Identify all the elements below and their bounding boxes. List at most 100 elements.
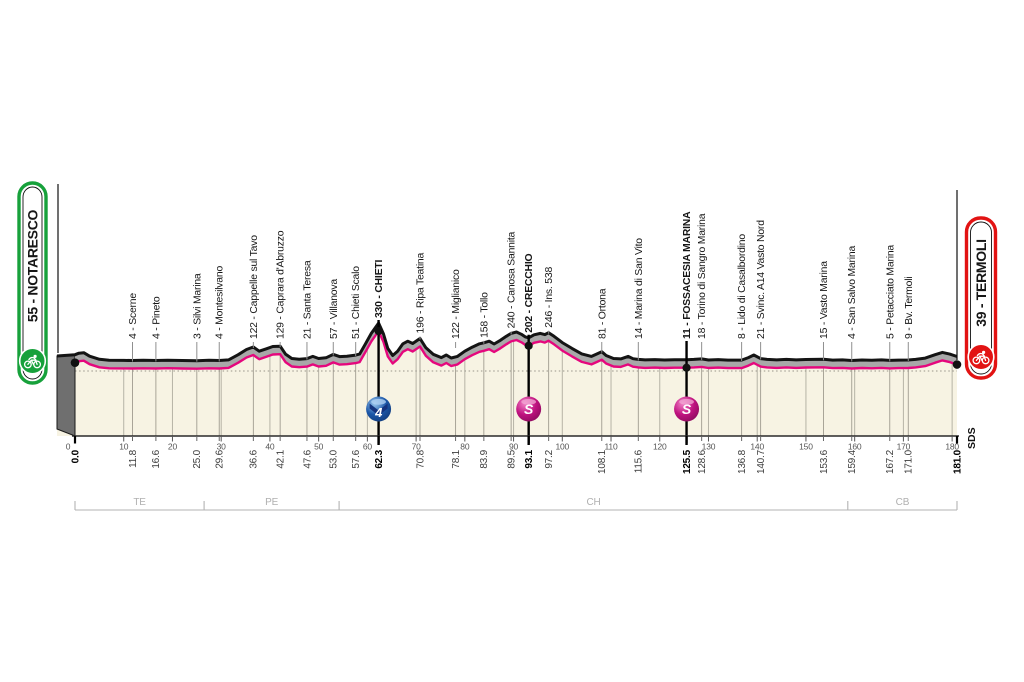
town-label: 5 - Petacciato Marina bbox=[885, 245, 896, 339]
town-label: 240 - Canosa Sannita bbox=[507, 231, 518, 328]
km-value-label: 181.0 bbox=[952, 449, 963, 474]
finish-dot bbox=[952, 360, 962, 369]
km-value-label: 62.3 bbox=[374, 449, 385, 468]
town-label: 122 - Cappelle sul Tavo bbox=[249, 235, 260, 339]
km-value-label: 140.7 bbox=[756, 449, 767, 474]
axis-tick-label: 170 bbox=[897, 442, 911, 452]
town-label: 202 - CRECCHIO bbox=[524, 253, 535, 332]
marker-dot bbox=[374, 326, 383, 336]
axis-tick-label: 120 bbox=[653, 442, 667, 452]
axis-tick-label: 10 bbox=[119, 442, 129, 452]
marker-dot bbox=[682, 363, 691, 372]
rider-head bbox=[33, 354, 37, 358]
km-value-label: 83.9 bbox=[479, 449, 490, 468]
km-value-label: 159.4 bbox=[847, 449, 858, 474]
km-value-label: 125.5 bbox=[682, 449, 693, 474]
town-label: 4 - Scerne bbox=[128, 293, 139, 339]
town-label: 330 - CHIETI bbox=[374, 260, 385, 319]
kom-highlight bbox=[371, 398, 386, 405]
province-label: TE bbox=[133, 497, 146, 508]
km-value-label: 47.6 bbox=[302, 449, 313, 468]
km-value-label: 128.6 bbox=[697, 449, 708, 474]
town-label: 158 - Tollo bbox=[479, 292, 490, 338]
town-label: 4 - San Salvo Marina bbox=[847, 246, 858, 339]
km-value-label: 0.0 bbox=[70, 449, 81, 463]
km-value-label: 93.1 bbox=[524, 449, 535, 468]
km-value-label: 78.1 bbox=[451, 449, 462, 468]
profile-pink-line bbox=[74, 329, 958, 370]
axis-tick-label: 30 bbox=[217, 442, 227, 452]
sprint-highlight bbox=[521, 398, 537, 405]
finish-cyclist-badge bbox=[967, 343, 995, 371]
town-label: 3 - Silvi Marina bbox=[192, 273, 203, 339]
km-value-label: 36.6 bbox=[249, 449, 260, 468]
town-label: 4 - Pineto bbox=[151, 296, 162, 339]
axis-tick-label: 20 bbox=[168, 442, 178, 452]
start-banner: 55 - NOTARESCO bbox=[17, 181, 59, 385]
axis-tick-label: 160 bbox=[848, 442, 862, 452]
start-pill-inner bbox=[22, 186, 43, 380]
start-pill bbox=[17, 181, 48, 385]
kom-chevron-icon bbox=[369, 403, 388, 416]
finish-cyclist-circle bbox=[967, 343, 995, 371]
province-label: CB bbox=[896, 497, 910, 508]
town-label: 4 - Montesilvano bbox=[215, 266, 226, 339]
finish-pill bbox=[964, 216, 998, 380]
start-block-side bbox=[56, 354, 76, 437]
km-value-label: 53.0 bbox=[329, 449, 340, 468]
km-value-label: 171.0 bbox=[904, 449, 915, 474]
km-value-label: 57.6 bbox=[351, 449, 362, 468]
sprint-badge: S bbox=[516, 396, 542, 422]
km-value-label: 42.1 bbox=[275, 449, 286, 468]
town-label: 21 - Santa Teresa bbox=[302, 260, 313, 339]
province-label: CH bbox=[586, 497, 600, 508]
km-value-label: 16.6 bbox=[151, 449, 162, 468]
axis-tick-label: 100 bbox=[555, 442, 569, 452]
credit-sds: SDS bbox=[966, 427, 978, 449]
kom-badge: 4 bbox=[366, 396, 392, 422]
town-label: 8 - Lido di Casalbordino bbox=[737, 234, 748, 339]
rider-head bbox=[982, 350, 986, 354]
finish-pill-inner bbox=[970, 221, 992, 375]
wheel bbox=[23, 360, 32, 369]
rider-body bbox=[976, 352, 986, 357]
rider-body bbox=[28, 356, 37, 361]
axis-tick-label: 60 bbox=[363, 442, 373, 452]
cyclist-icon bbox=[972, 350, 990, 365]
km-value-label: 108.1 bbox=[597, 449, 608, 474]
town-label: 9 - Bv. Termoli bbox=[904, 277, 915, 339]
town-label: 57 - Villanova bbox=[329, 279, 340, 339]
km-value-label: 89.5 bbox=[506, 449, 517, 468]
start-banner-label: 55 - NOTARESCO bbox=[24, 209, 40, 322]
town-label: 14 - Marina di San Vito bbox=[634, 238, 645, 339]
axis-tick-label: 110 bbox=[605, 442, 618, 452]
km-value-label: 136.8 bbox=[737, 449, 748, 474]
axis-tick-label: 180 bbox=[945, 442, 959, 452]
town-label: 21 - Svinc. A14 Vasto Nord bbox=[756, 220, 767, 339]
sprint-badge-label: S bbox=[682, 401, 692, 417]
kom-badge-label: 4 bbox=[374, 405, 383, 420]
axis-tick-label: 0 bbox=[66, 442, 71, 452]
km-value-label: 29.6 bbox=[215, 449, 226, 468]
km-value-label: 167.2 bbox=[885, 449, 896, 474]
km-value-label: 97.2 bbox=[544, 449, 555, 468]
sprint-highlight bbox=[679, 398, 694, 405]
province-bracket bbox=[74, 501, 958, 511]
axis-tick-label: 140 bbox=[750, 442, 764, 452]
start-cyclist-circle bbox=[18, 347, 47, 375]
finish-banner: 39 - TERMOLI bbox=[956, 190, 998, 380]
town-label: 18 - Torino di Sangro Marina bbox=[697, 213, 708, 339]
sprint-badge-label: S bbox=[524, 401, 534, 417]
profile-top-line bbox=[56, 321, 958, 363]
sprint-badge: S bbox=[674, 396, 700, 422]
axis-tick-label: 130 bbox=[702, 442, 716, 452]
axis-tick-label: 150 bbox=[799, 442, 813, 452]
axis-tick-label: 40 bbox=[265, 442, 275, 452]
axis-tick-label: 80 bbox=[460, 442, 470, 452]
km-value-label: 115.6 bbox=[634, 449, 645, 473]
marker-dot bbox=[524, 341, 533, 350]
town-label: 246 - Ins. 538 bbox=[544, 267, 555, 328]
axis-tick-label: 50 bbox=[314, 442, 324, 452]
km-value-label: 70.8 bbox=[415, 449, 426, 468]
